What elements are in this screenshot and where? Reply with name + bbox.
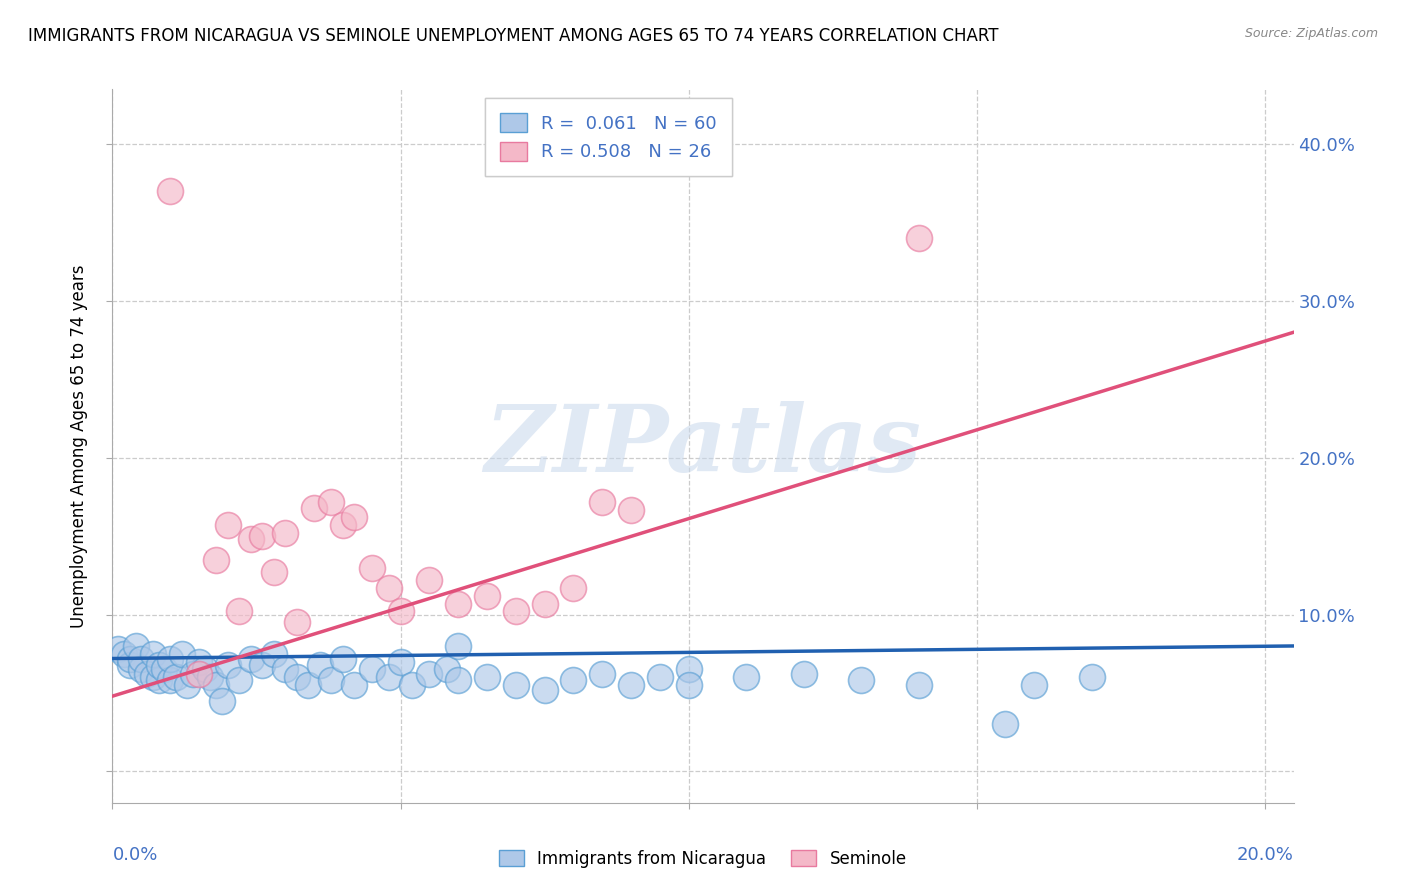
Point: [176, 678, 198, 692]
Point: [170, 647, 193, 661]
Point: [389, 655, 412, 669]
Legend: Immigrants from Nicaragua, Seminole: Immigrants from Nicaragua, Seminole: [492, 844, 914, 875]
Point: [389, 604, 412, 618]
Point: [211, 694, 233, 708]
Point: [735, 670, 758, 684]
Point: [136, 667, 159, 681]
Point: [343, 678, 366, 692]
Point: [181, 667, 204, 681]
Point: [217, 657, 239, 672]
Point: [118, 657, 141, 672]
Point: [793, 667, 815, 681]
Point: [332, 651, 354, 665]
Point: [620, 502, 643, 516]
Point: [1024, 678, 1046, 692]
Point: [475, 589, 498, 603]
Point: [129, 663, 152, 677]
Point: [228, 604, 250, 618]
Text: 0.0%: 0.0%: [112, 846, 157, 863]
Point: [378, 581, 401, 595]
Point: [562, 581, 585, 595]
Point: [302, 500, 325, 515]
Point: [620, 678, 643, 692]
Point: [321, 494, 343, 508]
Point: [159, 673, 181, 688]
Point: [263, 566, 285, 580]
Point: [851, 673, 873, 688]
Point: [263, 647, 285, 661]
Text: Source: ZipAtlas.com: Source: ZipAtlas.com: [1244, 27, 1378, 40]
Point: [194, 663, 217, 677]
Point: [360, 663, 382, 677]
Point: [187, 655, 209, 669]
Point: [107, 642, 129, 657]
Point: [591, 494, 613, 508]
Point: [205, 678, 228, 692]
Point: [678, 678, 700, 692]
Point: [228, 673, 250, 688]
Point: [418, 573, 440, 587]
Point: [112, 647, 135, 661]
Point: [205, 552, 228, 566]
Point: [447, 639, 470, 653]
Point: [159, 651, 181, 665]
Point: [217, 518, 239, 533]
Point: [678, 663, 700, 677]
Point: [908, 231, 931, 245]
Point: [252, 657, 274, 672]
Point: [562, 673, 585, 688]
Point: [447, 597, 470, 611]
Point: [274, 526, 297, 541]
Point: [321, 673, 343, 688]
Point: [360, 560, 382, 574]
Text: IMMIGRANTS FROM NICARAGUA VS SEMINOLE UNEMPLOYMENT AMONG AGES 65 TO 74 YEARS COR: IMMIGRANTS FROM NICARAGUA VS SEMINOLE UN…: [28, 27, 998, 45]
Point: [343, 510, 366, 524]
Point: [436, 663, 458, 677]
Text: ZIPatlas: ZIPatlas: [485, 401, 921, 491]
Point: [591, 667, 613, 681]
Point: [153, 663, 176, 677]
Point: [124, 639, 146, 653]
Point: [239, 651, 262, 665]
Point: [200, 670, 222, 684]
Point: [252, 529, 274, 543]
Point: [239, 533, 262, 547]
Point: [118, 651, 141, 665]
Point: [994, 717, 1017, 731]
Point: [148, 673, 170, 688]
Point: [285, 615, 308, 630]
Point: [165, 670, 187, 684]
Point: [648, 670, 671, 684]
Text: 20.0%: 20.0%: [1237, 846, 1294, 863]
Point: [129, 651, 152, 665]
Point: [159, 184, 181, 198]
Y-axis label: Unemployment Among Ages 65 to 74 years: Unemployment Among Ages 65 to 74 years: [70, 264, 89, 628]
Point: [1081, 670, 1104, 684]
Point: [401, 678, 423, 692]
Point: [274, 663, 297, 677]
Point: [533, 682, 555, 697]
Point: [505, 604, 527, 618]
Point: [505, 678, 527, 692]
Point: [285, 670, 308, 684]
Point: [148, 657, 170, 672]
Legend: R =  0.061   N = 60, R = 0.508   N = 26: R = 0.061 N = 60, R = 0.508 N = 26: [485, 98, 731, 176]
Point: [332, 518, 354, 533]
Point: [533, 597, 555, 611]
Point: [297, 678, 319, 692]
Point: [142, 647, 165, 661]
Point: [418, 667, 440, 681]
Point: [309, 657, 332, 672]
Point: [447, 673, 470, 688]
Point: [142, 670, 165, 684]
Point: [187, 667, 209, 681]
Point: [378, 670, 401, 684]
Point: [908, 678, 931, 692]
Point: [475, 670, 498, 684]
